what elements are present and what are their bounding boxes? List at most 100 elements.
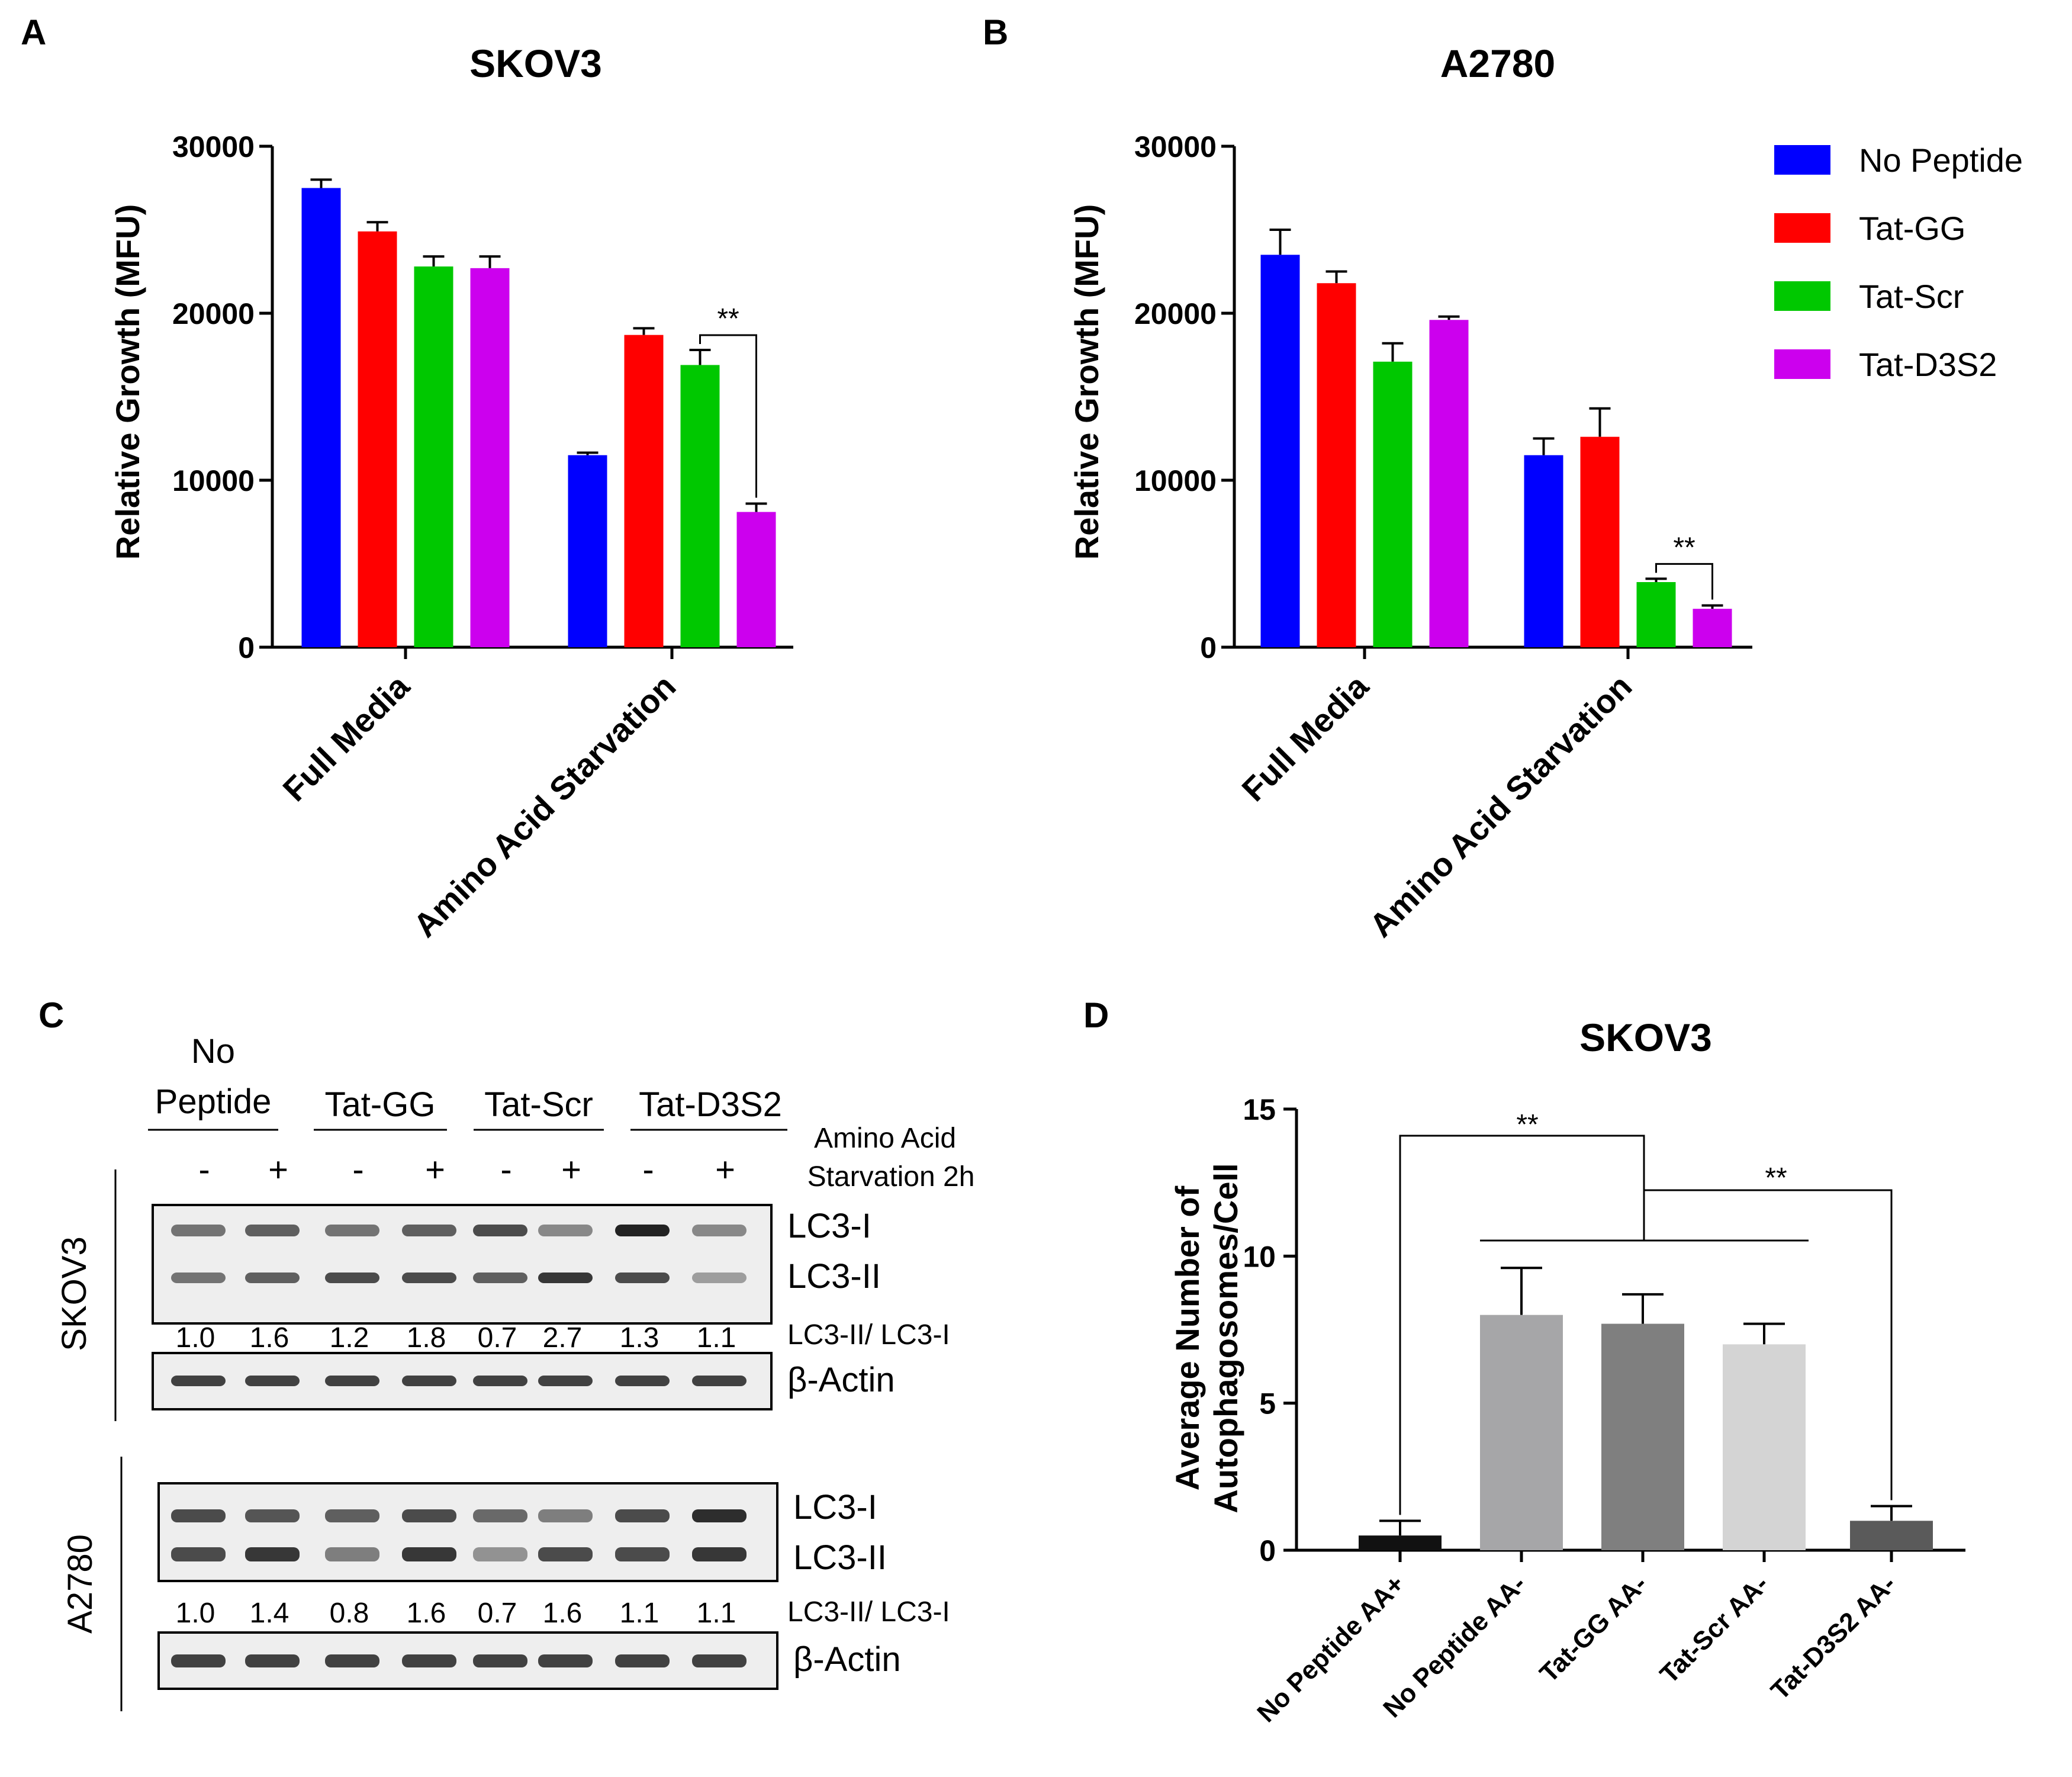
x-category-label: Full Media xyxy=(1234,667,1376,808)
significance-bracket xyxy=(1655,563,1713,600)
cell-line-label-skov3: SKOV3 xyxy=(55,1236,94,1351)
band-skov3-lc3ii xyxy=(538,1273,593,1283)
bar-tat-scr xyxy=(1636,582,1676,647)
band-skov3-lc3i xyxy=(538,1225,593,1236)
y-tick-label: 15 xyxy=(1243,1093,1276,1126)
band-skov3-lc3ii xyxy=(325,1273,379,1283)
band-skov3-lc3ii xyxy=(171,1273,226,1283)
band-a2780-lc3i xyxy=(692,1509,747,1522)
blot-group-tat-scr: Tat-Scr xyxy=(484,1085,593,1124)
ratio-a2780: 1.4 xyxy=(250,1598,289,1629)
y-tick-label: 0 xyxy=(238,631,255,664)
ratio-a2780: 1.6 xyxy=(543,1598,583,1629)
band-skov3-actin xyxy=(171,1376,226,1386)
ratio-skov3: 1.3 xyxy=(620,1322,659,1354)
band-skov3-lc3i xyxy=(402,1225,456,1236)
lane-sign: - xyxy=(352,1151,363,1189)
significance-bracket xyxy=(699,334,757,498)
y-tick-label: 20000 xyxy=(172,297,255,330)
bar-tat-gg xyxy=(358,231,397,647)
band-skov3-lc3i xyxy=(325,1225,379,1236)
band-skov3-actin xyxy=(325,1376,379,1386)
bar-tat-scr-aa- xyxy=(1723,1344,1806,1550)
band-skov3-actin xyxy=(245,1376,300,1386)
chart-a-y-axis-label: Relative Growth (MFU) xyxy=(109,204,146,560)
lane-sign: - xyxy=(198,1151,210,1189)
blot-group-tat-d3s2: Tat-D3S2 xyxy=(639,1085,782,1124)
blot-group-no-peptide-line2: Peptide xyxy=(155,1082,272,1121)
panel-letter-b: B xyxy=(983,12,1008,52)
lane-sign: + xyxy=(561,1151,581,1189)
a2780-lc3-blot xyxy=(157,1482,778,1582)
significance-stars: ** xyxy=(717,303,739,335)
significance-stars: ** xyxy=(1516,1109,1538,1140)
panel-letter-c: C xyxy=(38,995,64,1035)
band-label-skov3-lc3ii: LC3-II xyxy=(787,1257,881,1296)
band-skov3-lc3ii xyxy=(245,1273,300,1283)
legend-swatch-no-peptide xyxy=(1774,145,1830,175)
blot-group-tat-gg: Tat-GG xyxy=(325,1085,436,1124)
band-label-a2780-lc3i: LC3-I xyxy=(793,1488,877,1527)
bar-tat-d3s2-aa- xyxy=(1850,1521,1933,1550)
chart-b-a2780-growth: A2780 Relative Growth (MFU) 0 10000 20000 3… xyxy=(1068,41,1752,944)
bar-tat-scr xyxy=(1373,361,1413,647)
band-a2780-lc3ii xyxy=(171,1547,226,1561)
band-skov3-lc3ii xyxy=(615,1273,670,1283)
x-category-label: Tat-GG AA- xyxy=(1534,1569,1653,1688)
bar-no-peptide xyxy=(1524,455,1563,647)
band-a2780-actin xyxy=(325,1654,379,1667)
skov3-lc3-blot xyxy=(152,1204,773,1325)
legend: No Peptide Tat-GG Tat-Scr Tat-D3S2 xyxy=(1774,142,2023,383)
band-skov3-lc3i xyxy=(473,1225,527,1236)
legend-label-no-peptide: No Peptide xyxy=(1859,142,2023,179)
band-skov3-actin xyxy=(692,1376,747,1386)
ratio-a2780: 0.8 xyxy=(330,1598,369,1629)
bar-no-peptide xyxy=(301,188,341,647)
chart-b-y-axis-label: Relative Growth (MFU) xyxy=(1068,204,1105,560)
significance-stars: ** xyxy=(1765,1162,1787,1194)
ratio-a2780: 1.1 xyxy=(620,1598,659,1629)
x-category-label: Full Media xyxy=(275,667,417,808)
band-skov3-lc3ii xyxy=(473,1273,527,1283)
band-skov3-lc3ii xyxy=(402,1273,456,1283)
bar-tat-d3s2 xyxy=(470,268,510,647)
band-a2780-lc3ii xyxy=(473,1547,527,1561)
y-tick-label: 10000 xyxy=(1134,464,1217,497)
ratio-a2780: 1.6 xyxy=(407,1598,446,1629)
blot-group-no-peptide-line1: No xyxy=(191,1032,235,1071)
ratio-skov3: 2.7 xyxy=(543,1322,583,1354)
band-a2780-actin xyxy=(402,1654,456,1667)
panel-letter-d: D xyxy=(1083,995,1109,1035)
panel-letter-a: A xyxy=(21,12,46,52)
band-skov3-lc3i xyxy=(692,1225,747,1236)
blot-bands xyxy=(171,1225,747,1667)
band-a2780-lc3i xyxy=(402,1509,456,1522)
y-tick-label: 0 xyxy=(1259,1534,1276,1567)
chart-b-title: A2780 xyxy=(1440,41,1556,85)
band-label-a2780-lc3ii: LC3-II xyxy=(793,1538,887,1577)
bar-tat-gg xyxy=(1317,283,1356,647)
band-a2780-lc3ii xyxy=(402,1547,456,1561)
band-a2780-actin xyxy=(538,1654,593,1667)
legend-swatch-tat-gg xyxy=(1774,213,1830,243)
chart-a-skov3-growth: SKOV3 Relative Growth (MFU) 0 10000 20000 3… xyxy=(109,41,793,944)
y-tick-label: 10 xyxy=(1243,1240,1276,1273)
band-a2780-lc3i xyxy=(245,1509,300,1522)
band-skov3-lc3i xyxy=(171,1225,226,1236)
band-label-skov3-actin: β-Actin xyxy=(787,1361,895,1399)
y-tick-label: 30000 xyxy=(1134,130,1217,163)
band-skov3-lc3ii xyxy=(692,1273,747,1283)
lane-sign: + xyxy=(715,1151,735,1189)
ratio-skov3: 0.7 xyxy=(478,1322,517,1354)
band-skov3-actin xyxy=(615,1376,670,1386)
band-a2780-actin xyxy=(171,1654,226,1667)
band-skov3-lc3i xyxy=(615,1225,670,1236)
band-a2780-actin xyxy=(615,1654,670,1667)
band-label-a2780-actin: β-Actin xyxy=(793,1640,901,1679)
bar-tat-d3s2 xyxy=(736,512,776,647)
bar-tat-d3s2 xyxy=(1429,320,1469,647)
bar-tat-gg-aa- xyxy=(1601,1323,1684,1550)
band-a2780-lc3ii xyxy=(245,1547,300,1561)
significance-bracket xyxy=(1399,1135,1645,1515)
